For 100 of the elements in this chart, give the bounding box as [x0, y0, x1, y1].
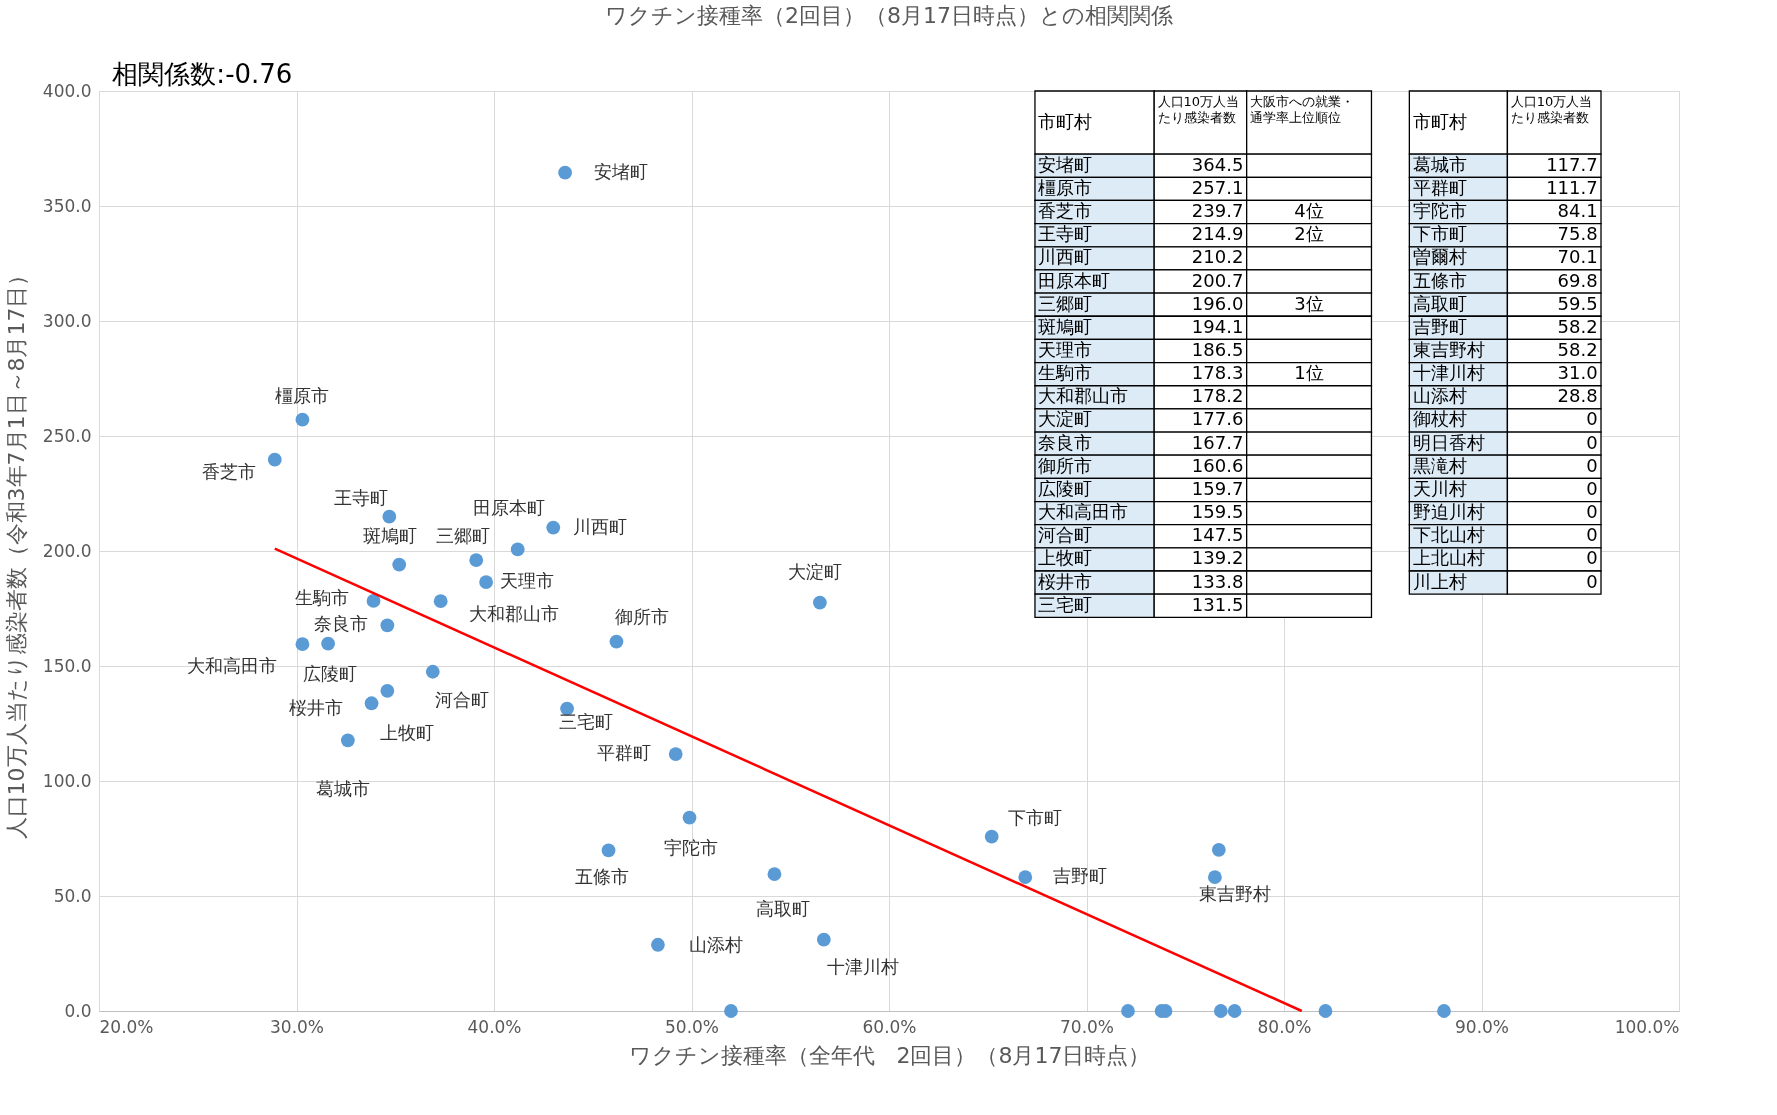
annotation: 天理市 [1038, 339, 1093, 360]
annotation: 三宅町 [1038, 593, 1093, 615]
data-label: 三郷町 [435, 525, 490, 547]
data-label: 桜井市 [288, 696, 343, 718]
annotation: 0 [1586, 408, 1598, 430]
annotation: 下市町 [1412, 223, 1467, 245]
data-label: 広陵町 [303, 663, 358, 685]
data-label: 大和高田市 [187, 655, 278, 677]
x-tick-label: 80.0% [1257, 1016, 1312, 1037]
x-tick-label: 70.0% [1059, 1016, 1115, 1037]
annotation: 五條市 [1412, 269, 1467, 291]
annotation: 0 [1586, 547, 1598, 569]
annotation: 0 [1586, 524, 1598, 546]
data-label: 天理市 [500, 570, 555, 592]
annotation: 84.1 [1557, 200, 1598, 222]
data-label: 高取町 [756, 897, 811, 919]
annotation: 194.1 [1191, 315, 1244, 337]
annotation: 159.7 [1191, 477, 1244, 499]
annotation: 0 [1586, 570, 1598, 592]
annotation: 大淀町 [1038, 408, 1093, 430]
annotation: 桜井市 [1038, 570, 1093, 592]
data-label: 三宅町 [559, 711, 614, 733]
y-tick-label: 400.0 [42, 80, 92, 101]
annotation: 364.5 [1191, 153, 1244, 175]
y-tick-label: 100.0 [42, 770, 92, 791]
annotation: 131.5 [1191, 593, 1244, 615]
annotation: 200.7 [1191, 269, 1244, 291]
annotation: 河合町 [1038, 524, 1093, 546]
annotation: 70.1 [1557, 246, 1598, 268]
annotation: 59.5 [1557, 292, 1598, 314]
data-label: 東吉野村 [1198, 883, 1271, 905]
data-label: 葛城市 [316, 777, 371, 799]
y-axis-title: 人口10万人当たり感染者数（令和3年7月1日～8月17日） [3, 263, 29, 840]
data-label: 斑鳩町 [363, 525, 418, 547]
y-tick-label: 350.0 [42, 195, 92, 216]
annotation: 人口10万人当たり感染者数 [1157, 94, 1240, 126]
data-label: 安堵町 [593, 160, 648, 182]
data-label: 川西町 [573, 515, 628, 537]
annotation: 214.9 [1191, 223, 1244, 245]
annotation: 奈良市 [1038, 431, 1093, 453]
annotation: 生駒市 [1038, 362, 1093, 384]
annotation: 十津川村 [1412, 362, 1485, 384]
data-label: 田原本町 [472, 497, 545, 519]
annotation: 177.6 [1191, 408, 1244, 430]
annotation: 1位 [1294, 362, 1324, 384]
annotation: 4位 [1294, 200, 1324, 222]
annotation: 王寺町 [1038, 223, 1093, 245]
data-label: 山添村 [688, 933, 743, 955]
data-label: 王寺町 [334, 486, 389, 508]
annotation: 58.2 [1557, 339, 1598, 360]
annotation: 川上村 [1412, 570, 1467, 592]
data-label: 宇陀市 [663, 837, 718, 859]
annotation: 人口10万人当たり感染者数 [1510, 94, 1593, 126]
annotation: 橿原市 [1038, 176, 1093, 198]
annotation: 曽爾村 [1412, 246, 1467, 268]
annotation: 239.7 [1191, 200, 1244, 222]
data-label: 上牧町 [380, 722, 435, 743]
annotation: 香芝市 [1038, 200, 1093, 222]
annotation: 宇陀市 [1412, 200, 1467, 222]
data-label: 香芝市 [202, 461, 257, 483]
data-label: 河合町 [434, 689, 489, 711]
annotation: 大阪市への就業・通学率上位順位 [1250, 94, 1355, 126]
text: 相関係数:-0.76 [112, 59, 293, 89]
x-tick-label: 40.0% [467, 1016, 522, 1037]
annotation: 葛城市 [1412, 153, 1467, 175]
annotation: 山添村 [1412, 385, 1467, 407]
annotation: 3位 [1294, 292, 1324, 314]
annotation: 186.5 [1191, 339, 1244, 360]
annotation: 田原本町 [1038, 269, 1111, 291]
annotation: 178.2 [1191, 385, 1244, 407]
annotation: 安堵町 [1038, 153, 1093, 175]
y-tick-label: 200.0 [42, 540, 92, 561]
annotation: 御所市 [1038, 454, 1093, 476]
y-tick-label: 150.0 [42, 655, 92, 676]
annotation: 天川村 [1412, 477, 1467, 499]
annotation: 147.5 [1191, 524, 1244, 546]
annotation: 75.8 [1557, 223, 1598, 245]
annotation: 市町村 [1412, 110, 1467, 132]
annotation: 川西町 [1038, 246, 1093, 268]
data-label: 大淀町 [788, 561, 843, 583]
x-tick-label: 60.0% [862, 1016, 917, 1037]
annotation: 111.7 [1546, 176, 1598, 198]
annotation: 広陵町 [1038, 477, 1093, 499]
annotation: 178.3 [1191, 362, 1244, 384]
x-tick-label: 50.0% [664, 1016, 720, 1037]
data-label: 奈良市 [313, 613, 368, 635]
annotation: 大和高田市 [1038, 501, 1129, 523]
annotation: 58.2 [1557, 315, 1598, 337]
x-axis-title: ワクチン接種率（全年代 2回目）（8月17日時点） [628, 1042, 1151, 1068]
annotation: 31.0 [1557, 362, 1598, 384]
annotation: 黒滝村 [1412, 454, 1467, 476]
data-label: 橿原市 [275, 384, 330, 406]
data-label: 大和郡山市 [469, 602, 560, 624]
chart-title: ワクチン接種率（2回目）（8月17日時点）との相関関係 [605, 3, 1173, 28]
annotation: 下北山村 [1412, 524, 1485, 546]
annotation: 明日香村 [1412, 431, 1485, 453]
y-tick-label: 250.0 [42, 425, 92, 446]
annotation: 市町村 [1038, 110, 1093, 132]
x-tick-label: 20.0% [99, 1016, 154, 1037]
annotation: 上牧町 [1038, 547, 1093, 569]
